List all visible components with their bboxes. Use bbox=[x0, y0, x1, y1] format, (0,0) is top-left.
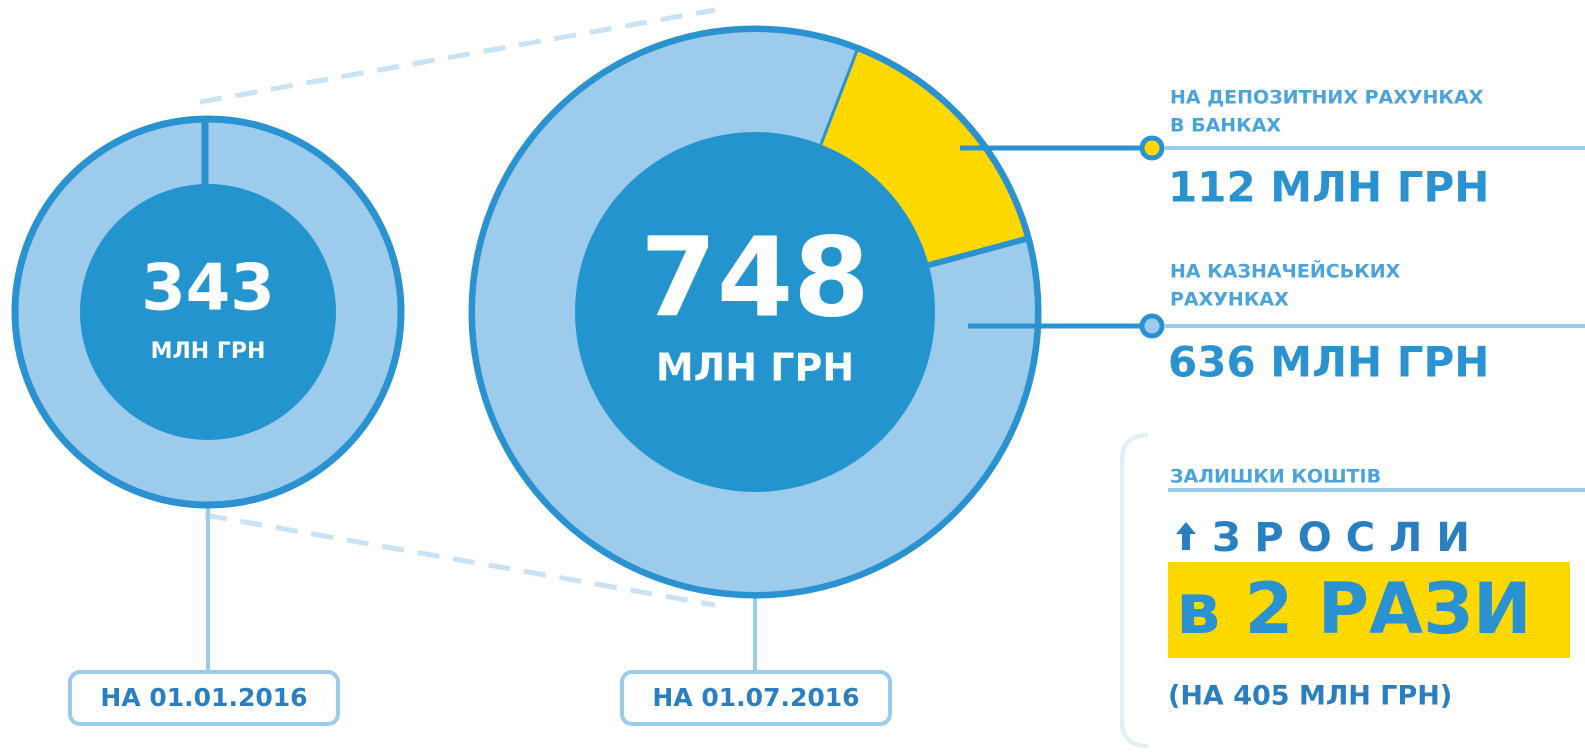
right-core bbox=[575, 132, 935, 492]
summary-note: (НА 405 МЛН ГРН) bbox=[1168, 681, 1452, 712]
right-total: 748 bbox=[640, 213, 870, 341]
dash-line bbox=[204, 512, 716, 608]
donut-segment bbox=[819, 50, 1026, 266]
left-date: НА 01.01.2016 bbox=[100, 683, 307, 712]
summary-headline: ЗРОСЛИ bbox=[1212, 515, 1484, 561]
date-box bbox=[620, 670, 892, 726]
callout-dot bbox=[1139, 135, 1165, 161]
segment-label: НА ДЕПОЗИТНИХ РАХУНКАХ bbox=[1170, 87, 1484, 109]
summary-caption: ЗАЛИШКИ КОШТІВ bbox=[1170, 466, 1381, 488]
donut-segment bbox=[475, 32, 1035, 593]
right-unit: МЛН ГРН bbox=[656, 346, 854, 390]
left-unit: МЛН ГРН bbox=[151, 339, 266, 364]
highlight-bg bbox=[1168, 562, 1570, 658]
segment-divider bbox=[928, 235, 1029, 269]
callout-dot bbox=[1139, 313, 1165, 339]
left-total: 343 bbox=[141, 252, 275, 326]
segment-label: НА КАЗНАЧЕЙСЬКИХ bbox=[1170, 260, 1401, 283]
summary-highlight: в 2 РАЗИ bbox=[1176, 568, 1532, 650]
right-date: НА 01.07.2016 bbox=[652, 683, 859, 712]
arrow-up bbox=[1176, 522, 1196, 550]
segment-label: В БАНКАХ bbox=[1170, 115, 1281, 137]
bracket bbox=[1120, 433, 1149, 748]
segment-value: 112 МЛН ГРН bbox=[1168, 163, 1489, 212]
date-box bbox=[68, 670, 340, 726]
left-core bbox=[80, 184, 336, 440]
dash-line bbox=[199, 7, 716, 105]
segment-label: РАХУНКАХ bbox=[1170, 289, 1289, 311]
segment-value: 636 МЛН ГРН bbox=[1168, 338, 1489, 387]
